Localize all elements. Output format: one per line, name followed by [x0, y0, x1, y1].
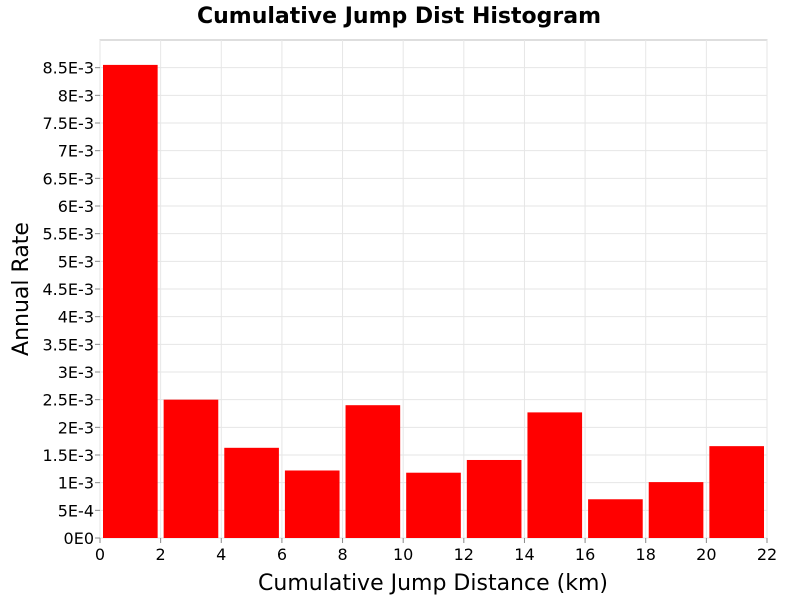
y-tick-label-5: 2.5E-3 — [42, 391, 94, 410]
y-tick-label-4: 2E-3 — [58, 418, 94, 437]
histogram-bar-6 — [466, 459, 522, 538]
y-tick-label-14: 7E-3 — [58, 142, 94, 161]
y-tick-label-15: 7.5E-3 — [42, 114, 94, 133]
x-axis-label: Cumulative Jump Distance (km) — [258, 571, 608, 596]
y-tick-label-1: 5E-4 — [58, 501, 94, 520]
histogram-bar-8 — [588, 499, 643, 538]
histogram-bar-2 — [224, 447, 279, 538]
histogram-bar-4 — [345, 405, 401, 538]
x-tick-label-11: 22 — [757, 545, 777, 564]
histogram-bar-0 — [103, 64, 158, 539]
y-tick-label-16: 8E-3 — [58, 86, 94, 105]
x-tick-label-3: 6 — [277, 545, 287, 564]
x-tick-label-1: 2 — [156, 545, 166, 564]
x-tick-label-5: 10 — [393, 545, 413, 564]
histogram-bar-9 — [648, 482, 704, 538]
y-tick-label-12: 6E-3 — [58, 197, 94, 216]
x-tick-label-2: 4 — [216, 545, 226, 564]
histogram-bar-1 — [163, 399, 219, 538]
x-tick-label-10: 20 — [696, 545, 716, 564]
x-tick-label-7: 14 — [514, 545, 534, 564]
y-tick-label-17: 8.5E-3 — [42, 59, 94, 78]
x-tick-label-0: 0 — [95, 545, 105, 564]
y-tick-label-0: 0E0 — [64, 529, 94, 548]
y-tick-label-7: 3.5E-3 — [42, 335, 94, 354]
x-tick-label-4: 8 — [337, 545, 347, 564]
bars — [103, 64, 764, 539]
histogram-bar-5 — [406, 472, 461, 538]
y-tick-label-9: 4.5E-3 — [42, 280, 94, 299]
x-tick-label-9: 18 — [636, 545, 656, 564]
y-tick-label-6: 3E-3 — [58, 363, 94, 382]
y-axis-ticks: 0E0 5E-4 1E-3 1.5E-3 2E-3 2.5E-3 3E-3 3.5E-3 4E-… — [42, 59, 100, 548]
y-tick-label-3: 1.5E-3 — [42, 446, 94, 465]
y-tick-label-11: 5.5E-3 — [42, 225, 94, 244]
y-tick-label-8: 4E-3 — [58, 308, 94, 327]
y-tick-label-13: 6.5E-3 — [42, 169, 94, 188]
histogram-bar-7 — [527, 412, 583, 538]
histogram-bar-10 — [709, 446, 764, 538]
y-tick-label-10: 5E-3 — [58, 252, 94, 271]
y-axis-label: Annual Rate — [9, 222, 34, 356]
chart-title: Cumulative Jump Dist Histogram — [197, 4, 601, 29]
y-tick-label-2: 1E-3 — [58, 474, 94, 493]
x-tick-label-8: 16 — [575, 545, 595, 564]
histogram-bar-3 — [284, 470, 340, 538]
x-tick-label-6: 12 — [454, 545, 474, 564]
x-axis-ticks: 0 2 4 6 8 10 12 14 16 18 20 22 — [95, 538, 777, 564]
